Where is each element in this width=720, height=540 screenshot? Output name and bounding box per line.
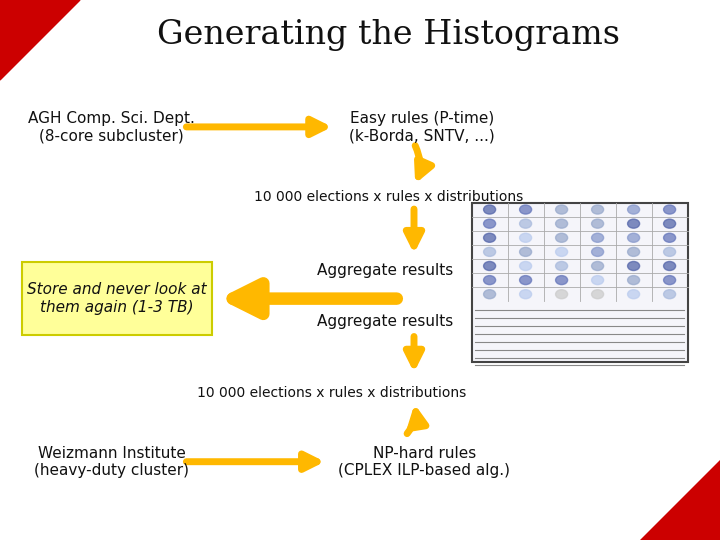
Circle shape	[520, 289, 531, 299]
Circle shape	[628, 247, 639, 256]
Circle shape	[520, 261, 531, 271]
Circle shape	[556, 233, 567, 242]
Circle shape	[592, 205, 603, 214]
Circle shape	[556, 219, 567, 228]
FancyBboxPatch shape	[472, 202, 688, 362]
Circle shape	[556, 275, 567, 285]
Circle shape	[520, 219, 531, 228]
Circle shape	[592, 233, 603, 242]
Circle shape	[664, 247, 675, 256]
Circle shape	[628, 275, 639, 285]
FancyBboxPatch shape	[22, 262, 212, 335]
Circle shape	[484, 247, 495, 256]
Text: 10 000 elections x rules x distributions: 10 000 elections x rules x distributions	[254, 190, 523, 204]
Text: Weizmann Institute
(heavy-duty cluster): Weizmann Institute (heavy-duty cluster)	[34, 446, 189, 478]
Circle shape	[556, 289, 567, 299]
Circle shape	[484, 261, 495, 271]
Circle shape	[628, 219, 639, 228]
Circle shape	[484, 205, 495, 214]
Polygon shape	[640, 460, 720, 540]
Circle shape	[592, 219, 603, 228]
Circle shape	[664, 275, 675, 285]
Circle shape	[592, 247, 603, 256]
Circle shape	[628, 261, 639, 271]
Text: Generating the Histograms: Generating the Histograms	[157, 19, 621, 51]
Circle shape	[628, 205, 639, 214]
Text: AGH Comp. Sci. Dept.
(8-core subcluster): AGH Comp. Sci. Dept. (8-core subcluster)	[28, 111, 195, 143]
Circle shape	[556, 247, 567, 256]
Circle shape	[592, 275, 603, 285]
Circle shape	[484, 289, 495, 299]
Text: Aggregate results: Aggregate results	[317, 314, 454, 329]
Circle shape	[520, 205, 531, 214]
Text: NP-hard rules
(CPLEX ILP-based alg.): NP-hard rules (CPLEX ILP-based alg.)	[338, 446, 510, 478]
Circle shape	[484, 275, 495, 285]
Circle shape	[664, 289, 675, 299]
Text: 10 000 elections x rules x distributions: 10 000 elections x rules x distributions	[197, 386, 466, 400]
Circle shape	[592, 289, 603, 299]
Circle shape	[556, 261, 567, 271]
Circle shape	[520, 233, 531, 242]
Circle shape	[484, 233, 495, 242]
Circle shape	[628, 233, 639, 242]
Circle shape	[664, 261, 675, 271]
Circle shape	[628, 289, 639, 299]
Circle shape	[664, 205, 675, 214]
Text: Aggregate results: Aggregate results	[317, 262, 454, 278]
Circle shape	[664, 219, 675, 228]
Circle shape	[484, 219, 495, 228]
Text: Easy rules (P-time)
(k-Borda, SNTV, ...): Easy rules (P-time) (k-Borda, SNTV, ...)	[349, 111, 495, 143]
Circle shape	[592, 261, 603, 271]
Circle shape	[556, 205, 567, 214]
Polygon shape	[0, 0, 80, 80]
Circle shape	[664, 233, 675, 242]
Circle shape	[520, 275, 531, 285]
Circle shape	[520, 247, 531, 256]
Text: Store and never look at
them again (1-3 TB): Store and never look at them again (1-3 …	[27, 282, 207, 314]
